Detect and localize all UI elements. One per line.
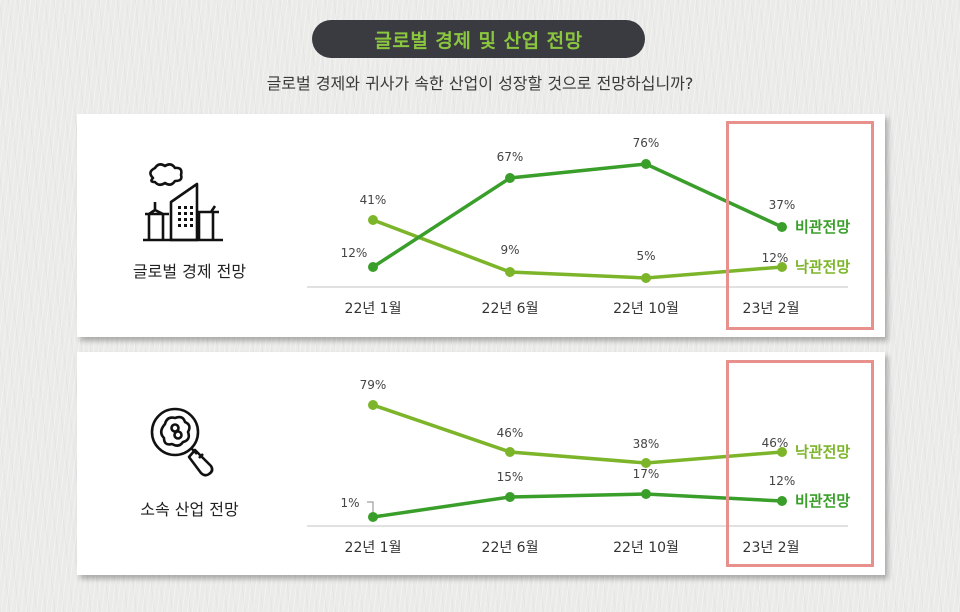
page-title: 글로벌 경제 및 산업 전망 bbox=[312, 20, 645, 58]
data-label: 46% bbox=[762, 436, 789, 450]
pessimistic-points bbox=[368, 489, 787, 522]
data-label: 12% bbox=[762, 251, 789, 265]
x-tick-label: 22년 1월 bbox=[345, 540, 402, 556]
factory-icon bbox=[143, 163, 223, 242]
data-label: 37% bbox=[769, 198, 796, 212]
legend-pessimistic: 비관전망 bbox=[795, 492, 850, 510]
global-economy-line-chart: 41% 9% 5% 12% 12% 67% 76% 37% 비관전망 낙관전망 … bbox=[307, 136, 850, 317]
data-label: 5% bbox=[636, 249, 655, 263]
x-tick-label: 22년 10월 bbox=[613, 540, 679, 556]
optimistic-points bbox=[368, 215, 787, 283]
survey-question: 글로벌 경제와 귀사가 속한 산업이 성장할 것으로 전망하십니까? bbox=[266, 74, 694, 93]
card-title: 글로벌 경제 전망 bbox=[132, 262, 247, 281]
leader-line bbox=[367, 501, 374, 512]
x-tick-label: 22년 1월 bbox=[345, 301, 402, 317]
legend-optimistic: 낙관전망 bbox=[795, 258, 850, 276]
data-label: 12% bbox=[341, 246, 368, 260]
x-tick-label: 22년 10월 bbox=[613, 301, 679, 317]
optimistic-points bbox=[368, 400, 787, 468]
data-label: 1% bbox=[340, 496, 359, 510]
data-label: 9% bbox=[500, 243, 519, 257]
pessimistic-line bbox=[372, 492, 783, 519]
industry-outlook-card: 소속 산업 전망 79% 46% 38% 46% 1% 15% 17% 12% … bbox=[77, 352, 885, 575]
legend-optimistic: 낙관전망 bbox=[795, 443, 850, 461]
x-tick-label: 22년 6월 bbox=[482, 540, 539, 556]
data-label: 17% bbox=[633, 467, 660, 481]
x-tick-label: 23년 2월 bbox=[743, 301, 800, 317]
x-tick-label: 23년 2월 bbox=[743, 540, 800, 556]
data-label: 79% bbox=[360, 378, 387, 392]
data-label: 76% bbox=[633, 136, 660, 150]
data-label: 12% bbox=[769, 474, 796, 488]
data-label: 67% bbox=[497, 150, 524, 164]
global-economy-card: 글로벌 경제 전망 41% 9% 5% 12% 12% 67% 76% 37% … bbox=[77, 114, 885, 337]
optimistic-line bbox=[372, 403, 783, 465]
data-label: 41% bbox=[360, 193, 387, 207]
data-label: 46% bbox=[497, 426, 524, 440]
legend-pessimistic: 비관전망 bbox=[795, 218, 850, 236]
magnifier-virus-icon bbox=[150, 407, 214, 477]
industry-line-chart: 79% 46% 38% 46% 1% 15% 17% 12% 낙관전망 비관전망… bbox=[307, 378, 850, 556]
pessimistic-line bbox=[372, 162, 783, 269]
data-label: 15% bbox=[497, 470, 524, 484]
x-tick-label: 22년 6월 bbox=[482, 301, 539, 317]
pessimistic-points bbox=[368, 159, 787, 272]
data-label: 38% bbox=[633, 437, 660, 451]
card-title: 소속 산업 전망 bbox=[140, 500, 239, 519]
optimistic-line bbox=[372, 218, 783, 280]
